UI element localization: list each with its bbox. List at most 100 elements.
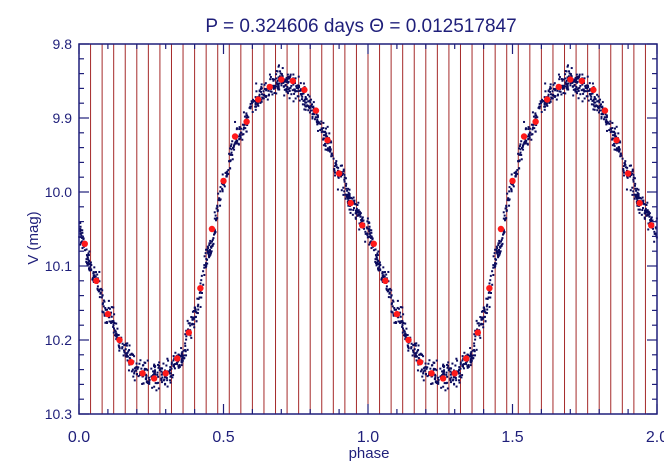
observation-point xyxy=(107,306,110,309)
observation-point xyxy=(165,377,168,380)
observation-point xyxy=(118,349,121,352)
observation-point xyxy=(272,79,275,82)
observation-point xyxy=(193,323,196,326)
observation-point xyxy=(534,116,537,119)
observation-point xyxy=(531,128,534,131)
observation-point xyxy=(514,175,517,178)
observation-point xyxy=(96,287,99,290)
x-tick-label: 1.0 xyxy=(357,429,379,446)
observation-point xyxy=(200,296,203,299)
observation-point xyxy=(112,325,115,328)
observation-point xyxy=(325,132,328,135)
observation-point xyxy=(324,133,327,136)
observation-point xyxy=(330,141,333,144)
observation-point xyxy=(347,204,350,207)
binned-mean-point xyxy=(486,285,493,292)
binned-mean-point xyxy=(174,355,181,362)
observation-point xyxy=(238,126,241,129)
observation-point xyxy=(229,153,232,156)
binned-mean-point xyxy=(543,96,551,103)
observation-point xyxy=(191,318,194,321)
observation-point xyxy=(553,82,556,85)
observation-point xyxy=(360,219,363,222)
observation-point xyxy=(109,320,112,323)
observation-point xyxy=(626,175,629,178)
observation-point xyxy=(601,101,604,104)
observation-point xyxy=(597,99,600,102)
observation-point xyxy=(559,90,562,93)
observation-point xyxy=(265,95,268,98)
observation-point xyxy=(260,100,263,103)
observation-point xyxy=(277,87,280,90)
observation-point xyxy=(388,291,391,294)
observation-point xyxy=(577,89,580,92)
observation-point xyxy=(170,363,173,366)
observation-point xyxy=(96,288,99,291)
observation-point xyxy=(132,353,135,356)
observation-point xyxy=(441,370,444,373)
observation-point xyxy=(434,380,437,383)
observation-point xyxy=(81,247,84,250)
observation-point xyxy=(458,368,461,371)
observation-point xyxy=(387,270,390,273)
observation-point xyxy=(311,115,314,118)
observation-point xyxy=(312,101,315,104)
observation-point xyxy=(427,362,430,365)
observation-point xyxy=(210,240,213,243)
observation-point xyxy=(235,141,238,144)
observation-point xyxy=(320,120,323,123)
observation-point xyxy=(557,73,560,76)
x-axis-label: phase xyxy=(349,445,390,462)
observation-point xyxy=(112,306,115,309)
observation-point xyxy=(488,305,491,308)
observation-point xyxy=(337,175,340,178)
observation-point xyxy=(404,322,407,325)
observation-point xyxy=(508,204,511,207)
observation-point xyxy=(86,255,89,258)
observation-point xyxy=(420,368,423,371)
observation-point xyxy=(102,305,105,308)
observation-point xyxy=(506,199,509,202)
observation-point xyxy=(432,361,435,364)
observation-point xyxy=(494,265,497,268)
observation-point xyxy=(578,73,581,76)
observation-point xyxy=(343,173,346,176)
observation-point xyxy=(622,168,625,171)
binned-mean-point xyxy=(208,225,216,233)
observation-point xyxy=(569,73,572,76)
observation-point xyxy=(434,376,437,379)
observation-point xyxy=(377,268,380,271)
observation-point xyxy=(452,378,455,381)
observation-point xyxy=(633,193,636,196)
observation-point xyxy=(636,191,639,194)
observation-point xyxy=(113,313,116,316)
observation-point xyxy=(386,290,389,293)
observation-point xyxy=(517,152,520,155)
observation-point xyxy=(432,367,435,370)
observation-point xyxy=(596,106,599,109)
observation-point xyxy=(143,368,146,371)
observation-point xyxy=(181,359,184,362)
observation-point xyxy=(472,354,475,357)
binned-mean-point xyxy=(648,222,655,229)
observation-point xyxy=(637,188,640,191)
observation-point xyxy=(385,285,388,288)
observation-point xyxy=(505,205,508,208)
observation-point xyxy=(346,195,349,198)
observation-point xyxy=(614,132,617,135)
observation-point xyxy=(436,380,439,383)
observation-point xyxy=(345,187,348,190)
observation-point xyxy=(243,126,246,129)
observation-point xyxy=(151,386,154,389)
binned-mean-point xyxy=(405,336,412,344)
observation-point xyxy=(206,248,209,251)
observation-point xyxy=(128,349,131,352)
observation-point xyxy=(492,266,495,269)
observation-point xyxy=(127,350,130,353)
observation-point xyxy=(382,266,385,269)
observation-point xyxy=(216,205,219,208)
observation-point xyxy=(564,92,567,95)
observation-point xyxy=(302,99,305,102)
observation-point xyxy=(416,369,419,372)
observation-point xyxy=(637,195,640,198)
